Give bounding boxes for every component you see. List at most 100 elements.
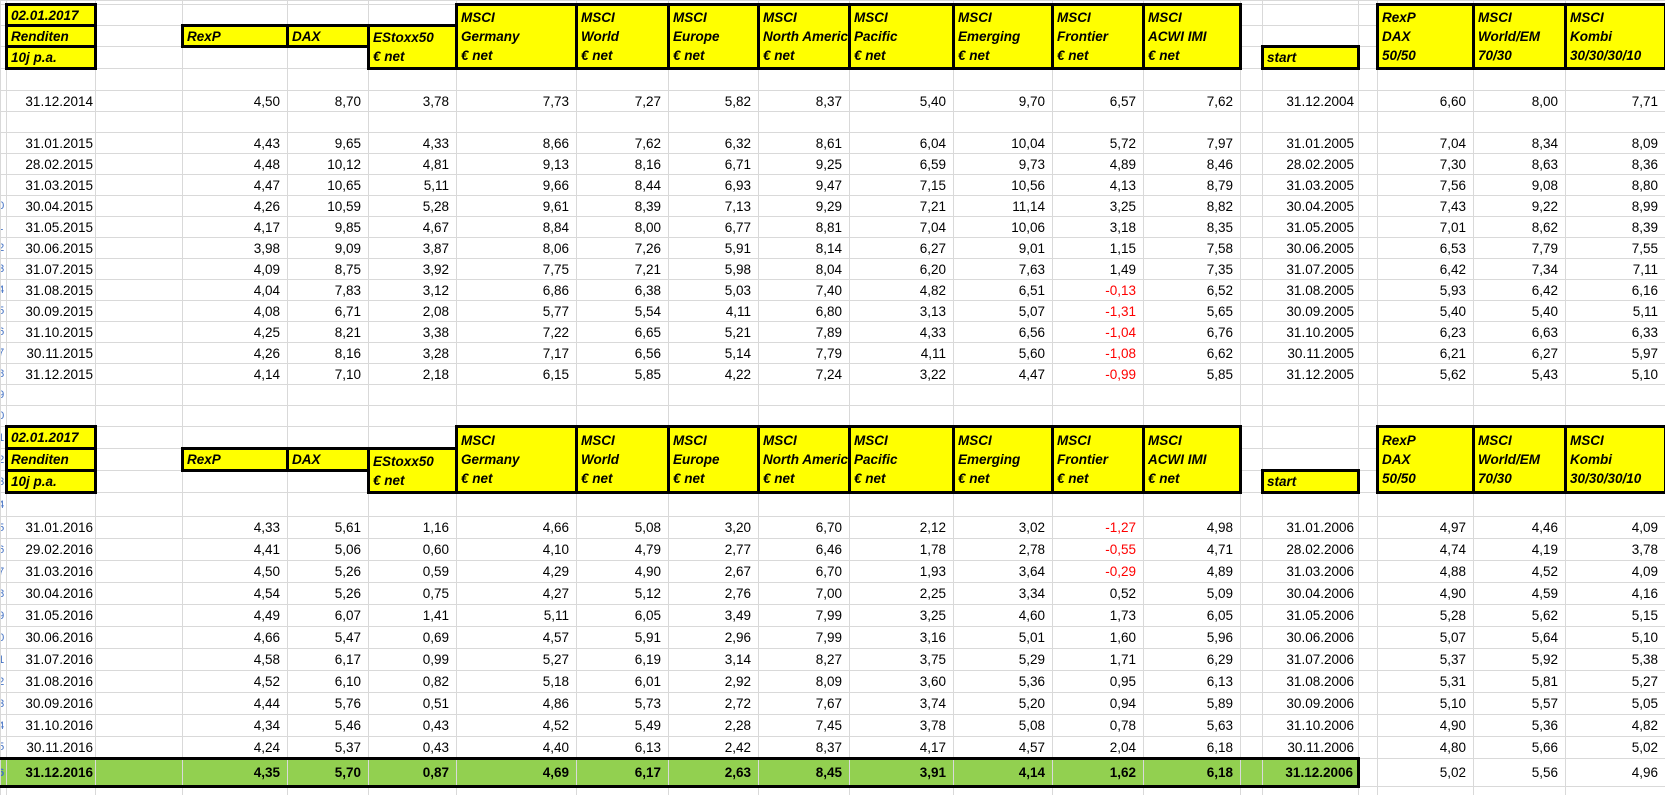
value-cell[interactable]: 4,82 — [849, 279, 954, 301]
value-cell[interactable]: 4,33 — [182, 516, 288, 539]
header-box-msci[interactable]: MSCI Pacific € net — [848, 425, 955, 494]
value-cell[interactable]: 6,53 — [1377, 237, 1474, 259]
value-cell[interactable]: 0,75 — [368, 582, 457, 605]
value-cell[interactable]: 7,75 — [456, 258, 577, 280]
header-box-combo[interactable]: MSCI Kombi 30/30/30/10 — [1564, 3, 1665, 70]
start-date-cell[interactable]: 30.09.2005 — [1262, 300, 1359, 322]
value-cell[interactable]: 0,99 — [368, 648, 457, 671]
value-cell[interactable]: 5,82 — [668, 90, 759, 112]
value-cell[interactable]: 0,52 — [1052, 582, 1144, 605]
date-cell[interactable]: 29.02.2016 — [6, 538, 96, 561]
header-box-msci[interactable]: MSCI World € net — [575, 3, 670, 70]
value-cell[interactable]: 4,98 — [1143, 516, 1241, 539]
value-cell[interactable]: 7,62 — [576, 132, 669, 154]
date-cell[interactable]: 31.10.2016 — [6, 714, 96, 737]
value-cell[interactable]: 4,14 — [953, 757, 1053, 788]
value-cell[interactable]: 4,89 — [1052, 153, 1144, 175]
value-cell[interactable]: 7,17 — [456, 342, 577, 364]
date-cell[interactable]: 31.12.2015 — [6, 363, 96, 385]
value-cell[interactable]: 4,59 — [1473, 582, 1566, 605]
value-cell[interactable]: 1,78 — [849, 538, 954, 561]
start-date-cell[interactable]: 28.02.2005 — [1262, 153, 1359, 175]
value-cell[interactable]: 7,30 — [1377, 153, 1474, 175]
value-cell[interactable]: 4,09 — [1565, 516, 1665, 539]
value-cell[interactable]: 3,12 — [368, 279, 457, 301]
value-cell[interactable]: 8,45 — [758, 757, 850, 788]
value-cell[interactable]: 5,97 — [1565, 342, 1665, 364]
value-cell[interactable]: 8,16 — [576, 153, 669, 175]
value-cell[interactable]: 7,15 — [849, 174, 954, 196]
value-cell[interactable]: 6,27 — [1473, 342, 1566, 364]
value-cell[interactable]: 4,34 — [182, 714, 288, 737]
start-date-cell[interactable]: 31.03.2006 — [1262, 560, 1359, 583]
value-cell[interactable]: 6,60 — [1377, 90, 1474, 112]
value-cell[interactable]: 6,13 — [576, 736, 669, 759]
value-cell[interactable]: 7,55 — [1565, 237, 1665, 259]
value-cell[interactable]: 6,17 — [287, 648, 369, 671]
value-cell[interactable]: 7,21 — [849, 195, 954, 217]
value-cell[interactable]: 4,22 — [668, 363, 759, 385]
date-cell[interactable]: 31.05.2015 — [6, 216, 96, 238]
value-cell[interactable]: 3,49 — [668, 604, 759, 627]
start-date-cell[interactable]: 31.12.2005 — [1262, 363, 1359, 385]
start-date-cell[interactable]: 30.04.2006 — [1262, 582, 1359, 605]
value-cell[interactable]: 8,00 — [1473, 90, 1566, 112]
header-box-msci[interactable]: MSCI Frontier € net — [1051, 3, 1145, 70]
value-cell[interactable]: 6,29 — [1143, 648, 1241, 671]
value-cell[interactable]: 6,38 — [576, 279, 669, 301]
date-cell[interactable]: 31.08.2016 — [6, 670, 96, 693]
header-box-msci[interactable]: MSCI North Americ € net — [757, 425, 851, 494]
value-cell[interactable]: 5,49 — [576, 714, 669, 737]
value-cell[interactable]: 5,11 — [368, 174, 457, 196]
value-cell[interactable]: 6,10 — [287, 670, 369, 693]
value-cell[interactable]: 4,52 — [182, 670, 288, 693]
value-cell[interactable]: 8,79 — [1143, 174, 1241, 196]
header-box-msci[interactable]: MSCI ACWI IMI € net — [1142, 425, 1242, 494]
date-cell[interactable]: 30.06.2015 — [6, 237, 96, 259]
value-cell[interactable]: 8,66 — [456, 132, 577, 154]
value-cell[interactable]: 5,89 — [1143, 692, 1241, 715]
header-box-estoxx[interactable]: EStoxx50 € net — [367, 24, 458, 70]
start-date-cell[interactable]: 30.06.2006 — [1262, 626, 1359, 649]
value-cell[interactable]: 5,57 — [1473, 692, 1566, 715]
date-cell[interactable]: 31.12.2014 — [6, 90, 96, 112]
start-date-cell[interactable]: 28.02.2006 — [1262, 538, 1359, 561]
value-cell[interactable]: 6,56 — [576, 342, 669, 364]
value-cell[interactable]: 5,28 — [368, 195, 457, 217]
value-cell[interactable]: 6,33 — [1565, 321, 1665, 343]
value-cell[interactable]: 5,77 — [456, 300, 577, 322]
value-cell[interactable]: 5,61 — [287, 516, 369, 539]
value-cell[interactable]: 6,16 — [1565, 279, 1665, 301]
value-cell[interactable]: 7,79 — [1473, 237, 1566, 259]
value-cell[interactable]: 3,13 — [849, 300, 954, 322]
value-cell[interactable]: -1,31 — [1052, 300, 1144, 322]
value-cell[interactable]: 9,85 — [287, 216, 369, 238]
start-date-cell[interactable]: 31.01.2005 — [1262, 132, 1359, 154]
header-box-msci[interactable]: MSCI Germany € net — [455, 425, 578, 494]
value-cell[interactable]: 5,20 — [953, 692, 1053, 715]
date-cell[interactable]: 30.06.2016 — [6, 626, 96, 649]
value-cell[interactable]: 5,26 — [287, 582, 369, 605]
value-cell[interactable]: 7,56 — [1377, 174, 1474, 196]
value-cell[interactable]: 3,28 — [368, 342, 457, 364]
value-cell[interactable]: 6,20 — [849, 258, 954, 280]
date-cell[interactable]: 31.01.2016 — [6, 516, 96, 539]
value-cell[interactable]: 8,35 — [1143, 216, 1241, 238]
value-cell[interactable]: 3,20 — [668, 516, 759, 539]
value-cell[interactable]: 7,97 — [1143, 132, 1241, 154]
date-cell[interactable]: 30.04.2016 — [6, 582, 96, 605]
value-cell[interactable]: 0,43 — [368, 736, 457, 759]
value-cell[interactable]: 5,08 — [953, 714, 1053, 737]
value-cell[interactable]: 4,33 — [368, 132, 457, 154]
value-cell[interactable]: 4,52 — [456, 714, 577, 737]
header-box-combo[interactable]: RexP DAX 50/50 — [1376, 3, 1475, 70]
value-cell[interactable]: 5,85 — [1143, 363, 1241, 385]
value-cell[interactable]: -0,13 — [1052, 279, 1144, 301]
start-date-cell[interactable]: 31.07.2006 — [1262, 648, 1359, 671]
value-cell[interactable]: 5,43 — [1473, 363, 1566, 385]
header-box-msci[interactable]: MSCI Europe € net — [667, 3, 760, 70]
value-cell[interactable]: 9,73 — [953, 153, 1053, 175]
start-date-cell[interactable]: 31.05.2005 — [1262, 216, 1359, 238]
start-date-cell[interactable]: 31.08.2005 — [1262, 279, 1359, 301]
date-cell[interactable]: 30.04.2015 — [6, 195, 96, 217]
